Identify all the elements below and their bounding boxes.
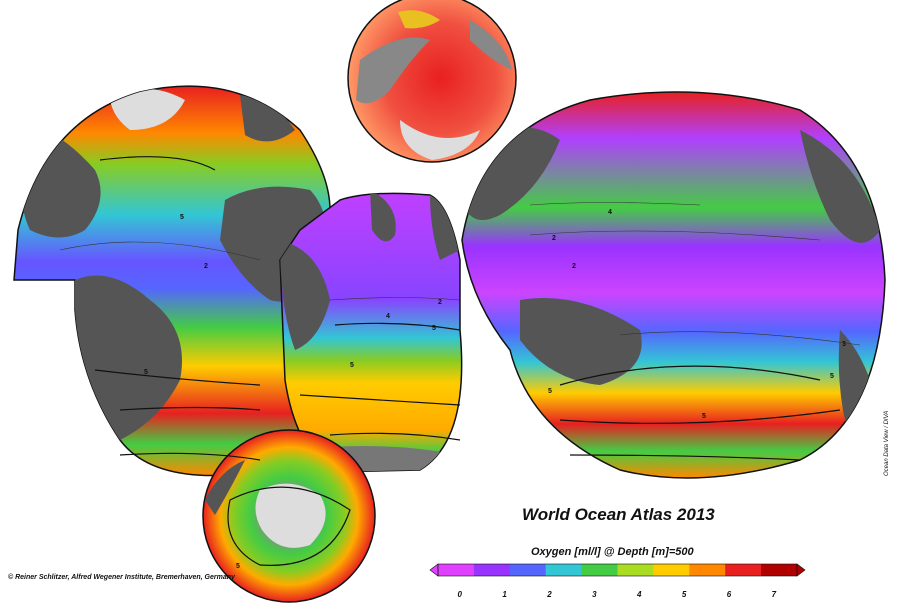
contour-label: 5 bbox=[830, 373, 834, 380]
contour-label: 5 bbox=[548, 388, 552, 395]
contour-label: 5 bbox=[180, 214, 184, 221]
contour-label: 4 bbox=[386, 313, 390, 320]
contour-label: 4 bbox=[608, 209, 612, 216]
colorbar-cell bbox=[438, 564, 475, 576]
contour-lines bbox=[94, 156, 841, 566]
india-land bbox=[370, 193, 396, 242]
australia-land bbox=[520, 298, 642, 385]
software-note: Ocean Data View / DIVA bbox=[884, 410, 890, 476]
contour-label: 5 bbox=[702, 413, 706, 420]
contour-label: 2 bbox=[572, 263, 576, 270]
contour-label: 5 bbox=[350, 362, 354, 369]
antarctica-ice bbox=[255, 483, 326, 548]
contour-label-group: 2 2 2 2 3 4 4 5 5 5 5 5 5 5 5 bbox=[144, 209, 846, 570]
colorbar-cell bbox=[509, 564, 547, 576]
pacific-panel bbox=[461, 91, 886, 479]
colorbar-tick-label: 0 bbox=[457, 590, 462, 599]
contour-lines-thin bbox=[59, 202, 861, 346]
colorbar-tick-label: 2 bbox=[547, 590, 552, 599]
colorbar-cell bbox=[653, 564, 690, 576]
colorbar-cell bbox=[473, 564, 511, 576]
colorbar bbox=[429, 563, 806, 577]
arctic-land-west bbox=[356, 37, 430, 104]
colorbar-tick-label: 6 bbox=[726, 590, 732, 599]
greenland-ice bbox=[110, 88, 185, 130]
colorbar-cell bbox=[725, 564, 762, 576]
colorbar-cell bbox=[689, 564, 726, 576]
arctic-yellow-patch bbox=[398, 10, 440, 29]
contour-label: 5 bbox=[236, 563, 240, 570]
contour-label: 2 bbox=[552, 235, 556, 242]
colorbar-cell bbox=[617, 564, 654, 576]
south-america-land bbox=[75, 275, 182, 440]
colorbar-tick-label: 4 bbox=[636, 590, 642, 599]
map-title: World Ocean Atlas 2013 bbox=[522, 505, 715, 524]
colorbar-tick-label: 7 bbox=[771, 590, 777, 599]
colorbar-cell bbox=[761, 564, 798, 576]
colorbar-tick-label: 5 bbox=[681, 590, 687, 599]
colorbar-max-arrow bbox=[796, 563, 806, 577]
contour-label: 5 bbox=[144, 369, 148, 376]
arctic-land-east bbox=[470, 20, 512, 70]
antarctic-inset bbox=[202, 429, 376, 603]
colorbar-tick-label: 3 bbox=[592, 590, 597, 599]
credit-text: © Reiner Schlitzer, Alfred Wegener Insti… bbox=[8, 574, 235, 581]
south-america-tip-land bbox=[205, 460, 245, 515]
atlantic-panel bbox=[13, 85, 331, 477]
southeast-asia-land bbox=[430, 195, 460, 260]
arctic-land-south bbox=[400, 120, 480, 160]
contour-label: 2 bbox=[438, 299, 442, 306]
colorbar-tick-label: 1 bbox=[502, 590, 507, 599]
europe-land bbox=[240, 95, 295, 142]
contour-label: 2 bbox=[204, 263, 208, 270]
contour-label: 3 bbox=[842, 341, 846, 348]
colorbar-cell bbox=[545, 564, 583, 576]
colorbar-title: Oxygen [ml/l] @ Depth [m]=500 bbox=[531, 546, 694, 558]
colorbar-cell bbox=[581, 564, 618, 576]
contour-label: 5 bbox=[432, 325, 436, 332]
arctic-inset bbox=[347, 0, 517, 163]
africa-east-land bbox=[280, 240, 330, 350]
north-america-west-land bbox=[800, 130, 880, 243]
colorbar-min-arrow bbox=[429, 563, 439, 577]
